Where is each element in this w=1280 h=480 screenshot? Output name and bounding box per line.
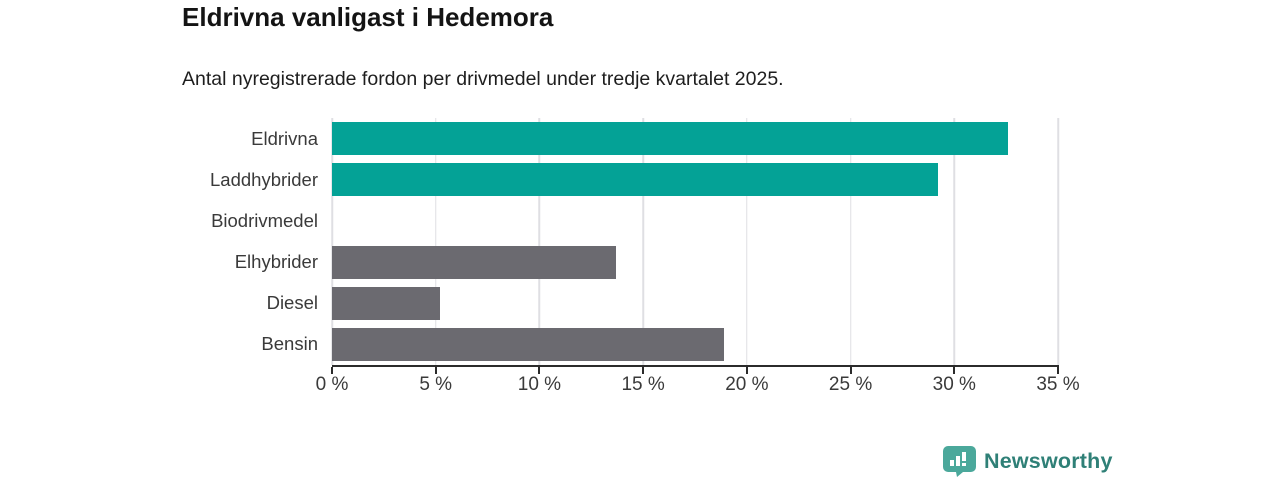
gridline — [538, 118, 541, 365]
category-label: Elhybrider — [234, 251, 318, 273]
x-tick-mark — [434, 367, 437, 374]
category-label: Eldrivna — [251, 127, 318, 149]
x-axis-line — [332, 365, 1059, 367]
x-tick-label: 35 % — [1036, 374, 1080, 395]
gridline — [746, 118, 748, 365]
category-label: Laddhybrider — [210, 168, 318, 190]
newsworthy-logo: Newsworthy — [943, 446, 1113, 477]
chart-row: Biodrivmedel — [211, 200, 1058, 241]
newsworthy-wordmark: Newsworthy — [984, 449, 1113, 473]
category-label: Bensin — [261, 333, 318, 355]
chart-row: Laddhybrider — [210, 159, 1058, 200]
x-tick-mark — [849, 367, 852, 374]
gridline — [953, 118, 956, 365]
x-tick-label: 10 % — [517, 374, 562, 395]
x-tick-label: 20 % — [725, 374, 769, 395]
bar-laddhybrider — [332, 163, 938, 197]
gridline — [642, 118, 644, 365]
chart-row: Elhybrider — [235, 242, 1058, 283]
x-tick-mark — [331, 367, 333, 374]
bar-diesel — [332, 286, 440, 320]
chart-subtitle: Antal nyregistrerade fordon per drivmede… — [182, 68, 784, 90]
category-label: Diesel — [266, 292, 318, 314]
x-tick-mark — [538, 367, 541, 374]
gridline — [849, 118, 852, 365]
x-tick-mark — [953, 367, 956, 374]
gridline — [331, 118, 333, 365]
bar-bensin — [332, 327, 725, 361]
category-label: Biodrivmedel — [211, 209, 318, 231]
x-tick-label: 30 % — [932, 374, 976, 395]
chart-title: Eldrivna vanligast i Hedemora — [182, 2, 554, 32]
x-tick-label: 0 % — [315, 374, 349, 395]
bar-eldrivna — [332, 122, 1009, 155]
x-tick-label: 25 % — [828, 374, 873, 395]
x-axis: 0 % 5 % 10 % 15 % 20 % 25 % 30 % 35 % — [316, 365, 1080, 405]
chart-row: Diesel — [267, 283, 1058, 324]
x-tick-label: 5 % — [419, 374, 453, 395]
chart-row: Bensin — [261, 324, 1058, 365]
plot-area: Eldrivna Laddhybrider Biodrivmedel Elhybrid… — [210, 118, 1059, 365]
chart-row: Eldrivna — [251, 118, 1058, 159]
gridline — [1057, 118, 1059, 365]
x-tick-mark — [642, 367, 645, 374]
speech-bubble-bar-chart-icon — [943, 446, 976, 477]
bar-elhybrider — [332, 245, 617, 279]
gridline — [434, 118, 437, 365]
x-tick-mark — [1057, 367, 1059, 374]
x-tick-mark — [745, 367, 748, 374]
x-tick-label: 15 % — [621, 374, 665, 395]
